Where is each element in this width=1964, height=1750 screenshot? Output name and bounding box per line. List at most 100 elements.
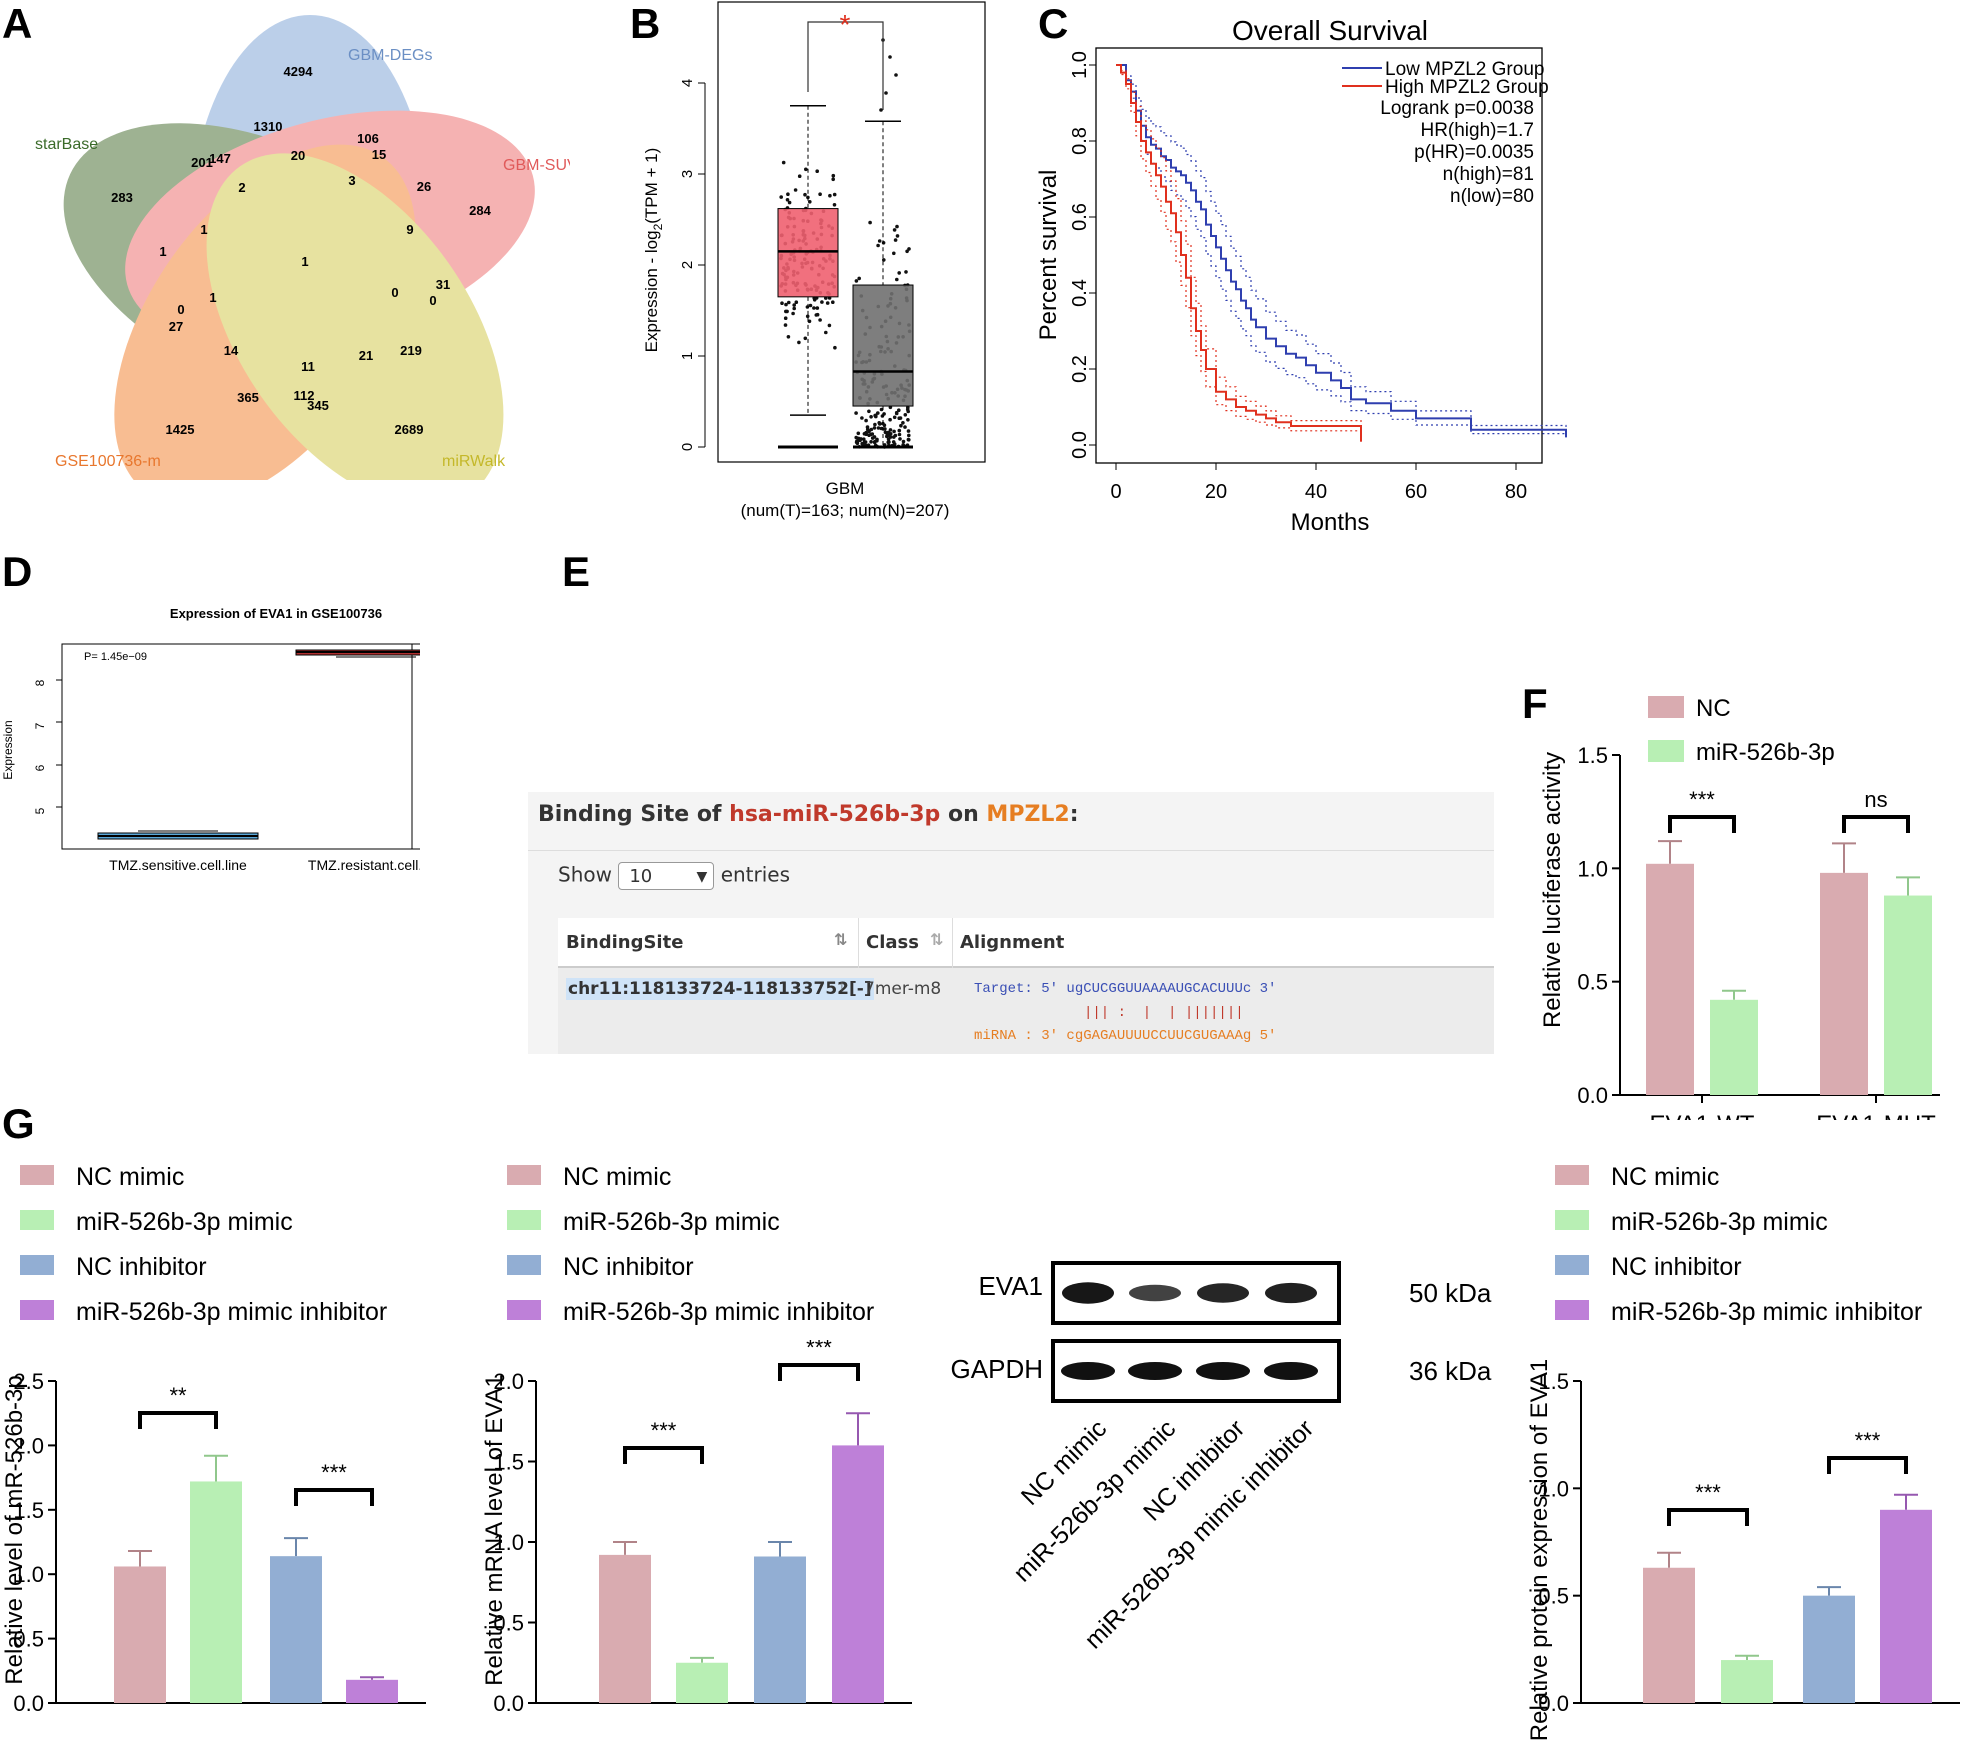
data-point (897, 408, 901, 413)
legend-item: NC inhibitor (563, 1253, 694, 1281)
data-point (867, 409, 871, 414)
stat-phr: p(HR)=0.0035 (1414, 142, 1534, 163)
data-point (860, 416, 864, 420)
blot-bands (1061, 1282, 1318, 1380)
ci-lower-0 (1116, 64, 1567, 440)
entries-control: Show 10 ▼ entries (558, 862, 790, 890)
venn-count: 1 (301, 254, 308, 269)
significance-label: *** (1695, 1480, 1721, 1505)
y-tick: 2 (679, 261, 696, 269)
panel-label-a: A (2, 0, 33, 47)
legend-swatch-mir (1648, 740, 1684, 762)
y-tick: 2.0 (493, 1369, 524, 1394)
venn-count: 219 (400, 343, 422, 358)
data-point (805, 305, 810, 309)
band-label-eva1: EVA1 (978, 1271, 1043, 1301)
col-header-bindingsite[interactable]: BindingSite (566, 932, 684, 953)
data-point (869, 427, 874, 432)
data-point (905, 249, 909, 254)
legend-nc: NC (1696, 695, 1731, 722)
data-point (815, 312, 820, 317)
survival-curves (1116, 64, 1567, 443)
box (777, 208, 839, 298)
data-point (797, 340, 801, 345)
y-tick: 0.5 (1538, 1584, 1569, 1609)
significance-label: *** (321, 1460, 347, 1485)
bar (1803, 1595, 1855, 1703)
data-point (864, 432, 869, 437)
binding-site-link[interactable]: chr11:118133724-118133752[-] (566, 978, 874, 1000)
data-point (904, 270, 908, 274)
data-point (827, 323, 832, 328)
significance-label: ns (1864, 787, 1887, 812)
data-point (879, 426, 884, 431)
venn-count: 1 (200, 222, 207, 237)
size-label-50: 50 kDa (1409, 1278, 1492, 1308)
y-tick: 0.5 (13, 1627, 44, 1652)
panel-label-b: B (630, 0, 661, 47)
y-tick: 1.5 (13, 1498, 44, 1523)
venn-count: 345 (307, 398, 329, 413)
data-point (854, 279, 859, 283)
plot-frame (61, 643, 420, 850)
col-header-class[interactable]: Class (866, 932, 919, 953)
significance-label: *** (806, 1340, 832, 1360)
data-point (805, 314, 810, 319)
col-header-alignment[interactable]: Alignment (960, 932, 1065, 953)
plot-area: 0.0 0.5 1.0 1.5 *** ns EVA1-WT EVA1-MUT (1577, 743, 1940, 1120)
x-axis-label: GBM (826, 479, 865, 498)
sort-arrow-icon: ↑ (838, 978, 846, 995)
y-tick: 0.0 (1069, 431, 1091, 459)
y-tick: 5 (33, 807, 47, 814)
significance-bracket (1668, 815, 1736, 833)
results-table: BindingSite ⇅ Class ⇅ Alignment chr11:11… (558, 918, 1494, 1054)
data-point (886, 430, 891, 435)
data-point (780, 301, 784, 306)
plot-area: 0.0 0.5 1.0 1.5 *** *** (1538, 1369, 1960, 1716)
y-tick: 1.0 (1069, 51, 1091, 79)
significance-bracket (807, 21, 884, 110)
data-point (897, 428, 902, 433)
venn-count: 4294 (284, 64, 314, 79)
bar (190, 1481, 242, 1703)
venn-count: 31 (436, 277, 450, 292)
data-point (864, 418, 868, 423)
bar (1646, 863, 1694, 1095)
x-axis-sublabel: (num(T)=163; num(N)=207) (741, 501, 950, 520)
venn-count: 3 (348, 173, 355, 188)
venn-count: 26 (417, 179, 431, 194)
legend-item: NC inhibitor (76, 1253, 207, 1281)
bar (832, 1445, 884, 1703)
venn-count: 27 (169, 319, 183, 334)
data-point (831, 177, 835, 182)
data-point (886, 437, 891, 442)
panel-label-e: E (562, 548, 591, 595)
data-point (892, 251, 896, 256)
venn-count: 201 (191, 155, 213, 170)
data-point (818, 318, 822, 322)
stat-nlow: n(low)=80 (1450, 186, 1534, 207)
data-point (897, 432, 902, 437)
significance-bracket (778, 1363, 860, 1381)
sort-icon[interactable]: ⇅ (930, 930, 944, 949)
entries-select[interactable]: 10 ▼ (618, 862, 715, 890)
band-gapdh (1264, 1362, 1318, 1380)
data-point (860, 441, 864, 446)
data-point (894, 410, 899, 415)
band-eva1 (1197, 1283, 1249, 1303)
venn-count: 1 (209, 290, 216, 305)
data-point (825, 301, 830, 305)
y-tick: 0.5 (1577, 970, 1608, 995)
data-point (901, 439, 906, 444)
data-point (779, 195, 783, 199)
venn-count: 1425 (166, 422, 195, 437)
bar (754, 1556, 806, 1703)
venn-count: 0 (391, 285, 398, 300)
data-point (854, 411, 858, 415)
sort-icon[interactable]: ⇅ (834, 930, 848, 949)
data-point (831, 173, 836, 178)
y-tick: 0.0 (493, 1691, 524, 1716)
data-point (862, 437, 866, 442)
data-point (876, 426, 881, 430)
y-axis-label: Expression - log2(TPM + 1) (642, 148, 665, 353)
